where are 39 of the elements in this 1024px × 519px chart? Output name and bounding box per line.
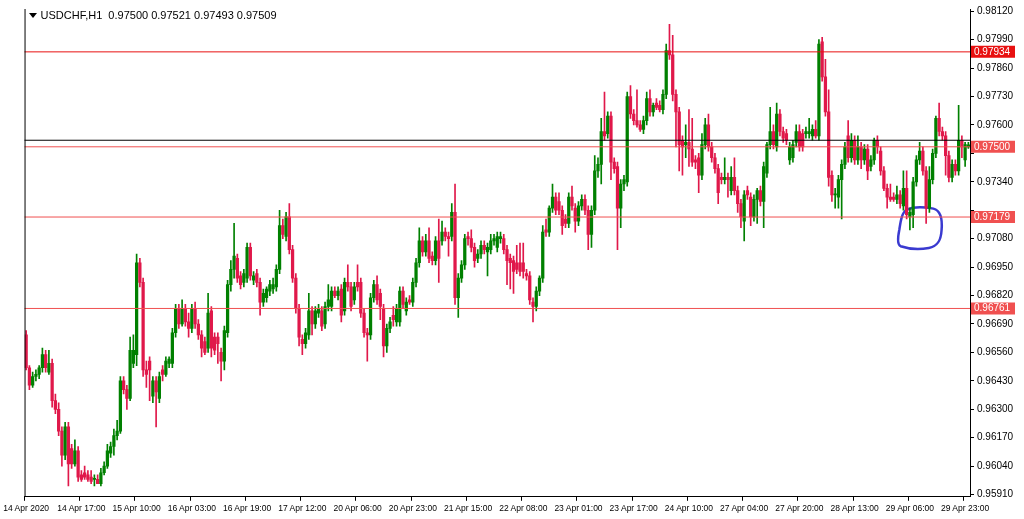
x-tick-label: 29 Apr 23:00 [941,503,990,514]
y-tick-label: 0.97340 [977,175,1014,187]
y-tick-label: 0.96170 [977,431,1014,443]
y-tick-label: 0.96430 [977,374,1014,386]
x-tick-label: 23 Apr 17:00 [609,503,659,514]
x-tick-label: 17 Apr 12:00 [278,503,327,514]
ref-line-label: 0.96761 [974,302,1011,314]
x-tick-label: 20 Apr 06:00 [333,503,382,514]
y-tick-label: 0.96820 [977,289,1014,301]
x-tick-label: 14 Apr 2020 [3,503,50,514]
ref-line-label: 0.97179 [974,210,1011,222]
x-tick-label: 15 Apr 10:00 [112,503,161,514]
x-tick-label: 21 Apr 15:00 [443,503,493,514]
x-tick-label: 29 Apr 06:00 [885,503,935,514]
ref-line-label: 0.97500 [974,140,1011,152]
x-tick-label: 16 Apr 19:00 [222,503,272,514]
y-tick-label: 0.96690 [977,317,1014,329]
x-tick-label: 24 Apr 10:00 [664,503,714,514]
x-tick-label: 27 Apr 20:00 [775,503,824,514]
x-tick-label: 23 Apr 01:00 [554,503,603,514]
y-tick-label: 0.96040 [977,459,1014,471]
y-tick-label: 0.97080 [977,232,1014,244]
y-tick-label: 0.96300 [977,403,1014,415]
y-tick-label: 0.96560 [977,346,1014,358]
y-tick-label: 0.97730 [977,90,1014,102]
x-tick-label: 16 Apr 03:00 [167,503,217,514]
y-tick-label: 0.96950 [977,260,1014,272]
ref-line-label: 0.97934 [974,45,1011,57]
chart-title: USDCHF,H1 0.97500 0.97521 0.97493 0.97509 [40,9,277,22]
y-tick-label: 0.97860 [977,61,1014,73]
x-tick-label: 28 Apr 13:00 [830,503,880,514]
x-tick-label: 22 Apr 08:00 [499,503,548,514]
y-tick-label: 0.97600 [977,118,1014,130]
x-tick-label: 27 Apr 04:00 [720,503,769,514]
x-tick-label: 20 Apr 23:00 [388,503,438,514]
y-tick-label: 0.97990 [977,33,1014,45]
x-tick-label: 14 Apr 17:00 [57,503,106,514]
y-tick-label: 0.95910 [977,488,1014,500]
y-tick-label: 0.98120 [977,4,1014,16]
